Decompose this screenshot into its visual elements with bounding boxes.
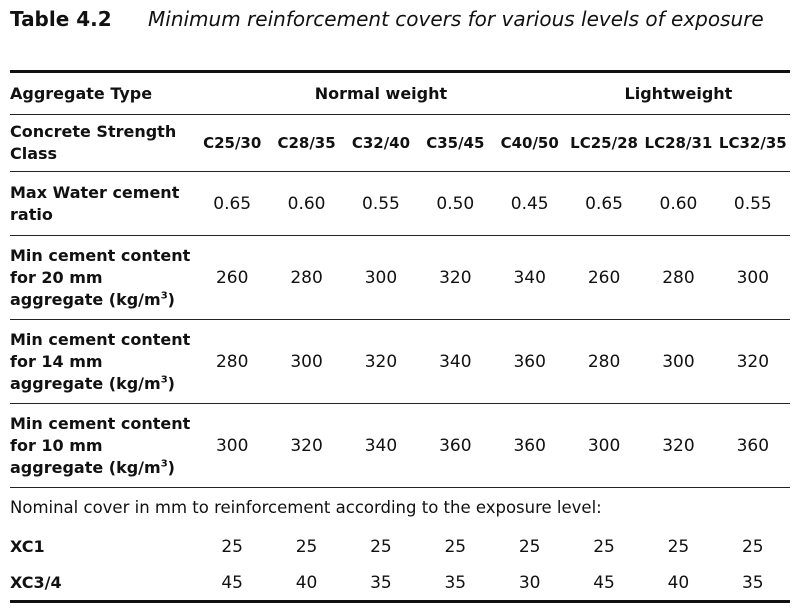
table-cell: 30 (492, 565, 567, 603)
table-cell: 45 (195, 565, 270, 603)
table-cell: 0.60 (269, 171, 344, 236)
table-cell: 360 (418, 403, 493, 488)
table-cell: 0.55 (343, 171, 419, 236)
table-cell: 25 (221, 536, 243, 557)
strength-class-row: Concrete Strength Class C25/30 C28/35 C3… (10, 114, 790, 172)
table-cell: 320 (343, 319, 419, 404)
table-cell: 35 (418, 565, 493, 603)
aggregate-type-label: Aggregate Type (10, 70, 195, 115)
class-header: LC25/28 (566, 114, 642, 172)
reinforcement-cover-table: Aggregate Type Normal weight Lightweight… (10, 70, 790, 603)
table-cell: 260 (566, 235, 642, 320)
class-header: LC28/31 (641, 114, 716, 172)
normal-weight-header: Normal weight (195, 70, 567, 115)
xc1-label: XC1 (10, 536, 45, 556)
table-cell: 25 (593, 536, 615, 557)
class-header: C40/50 (492, 114, 567, 172)
table-cell: 25 (370, 536, 392, 557)
table-cell: 45 (566, 565, 642, 603)
table-cell: 300 (195, 403, 270, 488)
class-header: C35/45 (418, 114, 493, 172)
table-cell: 320 (269, 403, 344, 488)
cement-14mm-label: Min cement content for 14 mm aggregate (… (10, 319, 195, 404)
table-cell: 340 (418, 319, 493, 404)
table-cell: 340 (343, 403, 419, 488)
table-cell: 280 (195, 319, 270, 404)
cement-20mm-label: Min cement content for 20 mm aggregate (… (10, 235, 195, 320)
table-number: Table 4.2 (10, 7, 112, 31)
table-cell: 0.55 (715, 171, 790, 236)
table-cell: 300 (269, 319, 344, 404)
nominal-cover-note: Nominal cover in mm to reinforcement acc… (10, 487, 790, 528)
class-header: C32/40 (343, 114, 419, 172)
table-cell: 320 (641, 403, 716, 488)
table-cell: 340 (492, 235, 567, 320)
table-cell: 25 (518, 536, 541, 557)
xc3-4-row: XC3/4 45 40 35 35 30 45 40 35 (10, 565, 790, 603)
aggregate-type-row: Aggregate Type Normal weight Lightweight (10, 70, 790, 115)
cement-20mm-row: Min cement content for 20 mm aggregate (… (10, 235, 790, 320)
nominal-cover-note-row: Nominal cover in mm to reinforcement acc… (10, 487, 790, 528)
table-cell: 35 (715, 565, 790, 603)
table-cell: 300 (343, 235, 419, 320)
table-cell: 0.50 (418, 171, 493, 236)
class-header: C28/35 (269, 114, 344, 172)
table-cell: 320 (418, 235, 493, 320)
xc3-4-label: XC3/4 (10, 565, 195, 603)
cement-14mm-row: Min cement content for 14 mm aggregate (… (10, 319, 790, 404)
table-cell: 40 (269, 565, 344, 603)
table-cell: 0.45 (492, 171, 567, 236)
table-cell: 360 (715, 403, 790, 488)
table-cell: 280 (566, 319, 642, 404)
table-cell: 35 (343, 565, 419, 603)
table-cell: 280 (269, 235, 344, 320)
cement-10mm-row: Min cement content for 10 mm aggregate (… (10, 403, 790, 488)
table-cell: 280 (641, 235, 716, 320)
table-cell: 300 (641, 319, 716, 404)
cement-10mm-label: Min cement content for 10 mm aggregate (… (10, 403, 195, 488)
table-cell: 0.65 (195, 171, 270, 236)
class-header: LC32/35 (715, 114, 790, 172)
table-cell: 260 (195, 235, 270, 320)
table-cell: 300 (566, 403, 642, 488)
table-cell: 25 (667, 536, 690, 557)
table-cell: 40 (641, 565, 716, 603)
lightweight-header: Lightweight (566, 70, 790, 115)
table-title: Minimum reinforcement covers for various… (148, 7, 764, 31)
strength-class-label: Concrete Strength Class (10, 114, 195, 172)
table-cell: 360 (492, 403, 567, 488)
table-cell: 300 (715, 235, 790, 320)
table-cell: 0.60 (641, 171, 716, 236)
table-cell: 360 (492, 319, 567, 404)
xc1-row: XC1 25 25 25 25 25 25 25 25 (10, 528, 790, 566)
class-header: C25/30 (195, 114, 270, 172)
table-cell: 25 (295, 536, 318, 557)
water-cement-label: Max Water cement ratio (10, 171, 195, 236)
table-cell: 25 (444, 536, 467, 557)
table-cell: 0.65 (566, 171, 642, 236)
table-cell: 320 (715, 319, 790, 404)
table-cell: 25 (741, 536, 764, 557)
water-cement-row: Max Water cement ratio 0.65 0.60 0.55 0.… (10, 171, 790, 236)
